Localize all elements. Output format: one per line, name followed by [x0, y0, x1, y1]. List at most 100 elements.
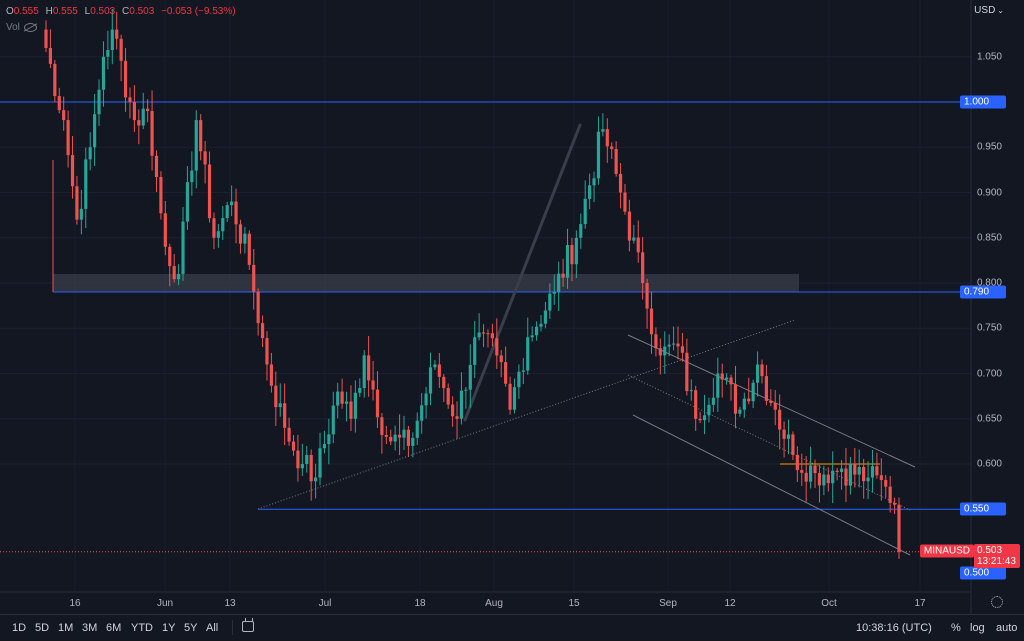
candle-body: [641, 252, 645, 283]
timeframe-1d[interactable]: 1D: [12, 622, 27, 634]
candle-body: [543, 310, 548, 324]
price-label: 0.650: [976, 413, 1002, 425]
candle-body: [654, 334, 658, 349]
candle-body: [839, 468, 844, 472]
calendar-icon[interactable]: [242, 618, 254, 632]
candle-body: [831, 470, 835, 484]
log-toggle[interactable]: log: [970, 622, 985, 634]
timeframe-ytd[interactable]: YTD: [131, 622, 153, 634]
candle-body: [747, 398, 751, 402]
candle-body: [782, 429, 786, 439]
candle-body: [733, 384, 738, 414]
candle-body: [260, 323, 265, 339]
candle-body: [672, 343, 676, 345]
candle-body: [428, 367, 433, 394]
candle-body: [331, 405, 335, 435]
zone-rect: [53, 273, 799, 293]
candle-body: [490, 333, 494, 339]
candle-body: [552, 292, 556, 294]
low-value: 0.503: [90, 6, 116, 17]
auto-toggle[interactable]: auto: [996, 622, 1018, 634]
candle-body: [530, 335, 534, 338]
timeframe-1y[interactable]: 1Y: [162, 622, 176, 634]
candle-body: [70, 155, 75, 187]
candle-body: [243, 233, 247, 244]
candle-body: [614, 149, 618, 174]
candle-body: [504, 362, 508, 384]
candle-body: [813, 465, 817, 474]
level-tag-0500: 0.500: [960, 566, 1006, 580]
candle-body: [534, 326, 539, 336]
candle-body: [517, 371, 521, 388]
candle-body: [199, 120, 203, 152]
timeframe-1m[interactable]: 1M: [58, 622, 74, 634]
candle-body: [269, 364, 273, 386]
candle-body: [464, 389, 468, 391]
candle-body: [291, 441, 296, 451]
candle-body: [309, 455, 313, 482]
utc-clock[interactable]: 10:38:16 (UTC): [856, 622, 932, 634]
candle-body: [623, 192, 627, 212]
candle-body: [610, 146, 614, 150]
candle-body: [574, 237, 578, 265]
candle-body: [778, 409, 782, 430]
candle-body: [596, 131, 601, 179]
candle-body: [720, 373, 724, 380]
candle-body: [265, 338, 269, 365]
price-label: 0.850: [976, 232, 1002, 244]
candle-body: [884, 479, 888, 487]
candle-body: [115, 29, 119, 39]
price-chart[interactable]: [0, 0, 1024, 614]
time-label: Aug: [485, 598, 503, 609]
candle-body: [278, 403, 282, 408]
timeframe-6m[interactable]: 6M: [106, 622, 122, 634]
candle-body: [588, 185, 592, 199]
timeframe-5d[interactable]: 5D: [35, 622, 50, 634]
candle-body: [685, 352, 689, 392]
candle-body: [318, 448, 322, 478]
candle-body: [48, 48, 53, 64]
candle-body: [689, 390, 693, 392]
trendline-support: [257, 319, 796, 510]
candle-body: [389, 436, 393, 442]
percent-toggle[interactable]: %: [951, 622, 961, 634]
candle-body: [185, 182, 190, 222]
candle-body: [384, 434, 388, 437]
resistance-zone: [53, 273, 799, 293]
candle-body: [565, 245, 570, 278]
time-label: 17: [914, 598, 926, 609]
volume-indicator[interactable]: Vol: [6, 22, 37, 33]
candle-body: [892, 503, 897, 505]
time-label: 16: [69, 598, 81, 609]
candle-body: [101, 56, 106, 90]
candle-body: [238, 224, 243, 244]
eye-hidden-icon[interactable]: [23, 23, 37, 32]
level-tag-0550: 0.550: [960, 502, 1006, 516]
candle-body: [804, 472, 808, 482]
candle-body: [221, 218, 225, 232]
candle-body: [283, 403, 287, 428]
chart-settings-icon[interactable]: [991, 596, 1003, 608]
candle-body: [415, 420, 419, 438]
candle-body: [499, 355, 503, 363]
timeframe-all[interactable]: All: [206, 622, 219, 634]
candle-body: [729, 377, 733, 385]
horizontal-levels: [0, 101, 971, 553]
candle-body: [362, 355, 366, 389]
timeframe-5y[interactable]: 5Y: [184, 622, 198, 634]
price-label: 0.950: [976, 141, 1002, 153]
candle-body: [203, 151, 207, 165]
candle-body: [159, 177, 163, 214]
currency-selector[interactable]: USD: [974, 5, 1004, 16]
timeframe-3m[interactable]: 3M: [82, 622, 98, 634]
low-label: L: [84, 6, 91, 17]
candle-body: [79, 208, 83, 220]
candle-body: [176, 273, 181, 280]
candle-body: [380, 417, 384, 435]
candle-body: [119, 38, 123, 61]
candle-body: [305, 455, 309, 464]
time-label: Oct: [821, 598, 837, 609]
candle-body: [760, 364, 764, 377]
candle-body: [795, 454, 799, 471]
open-value: 0.555: [13, 6, 39, 17]
